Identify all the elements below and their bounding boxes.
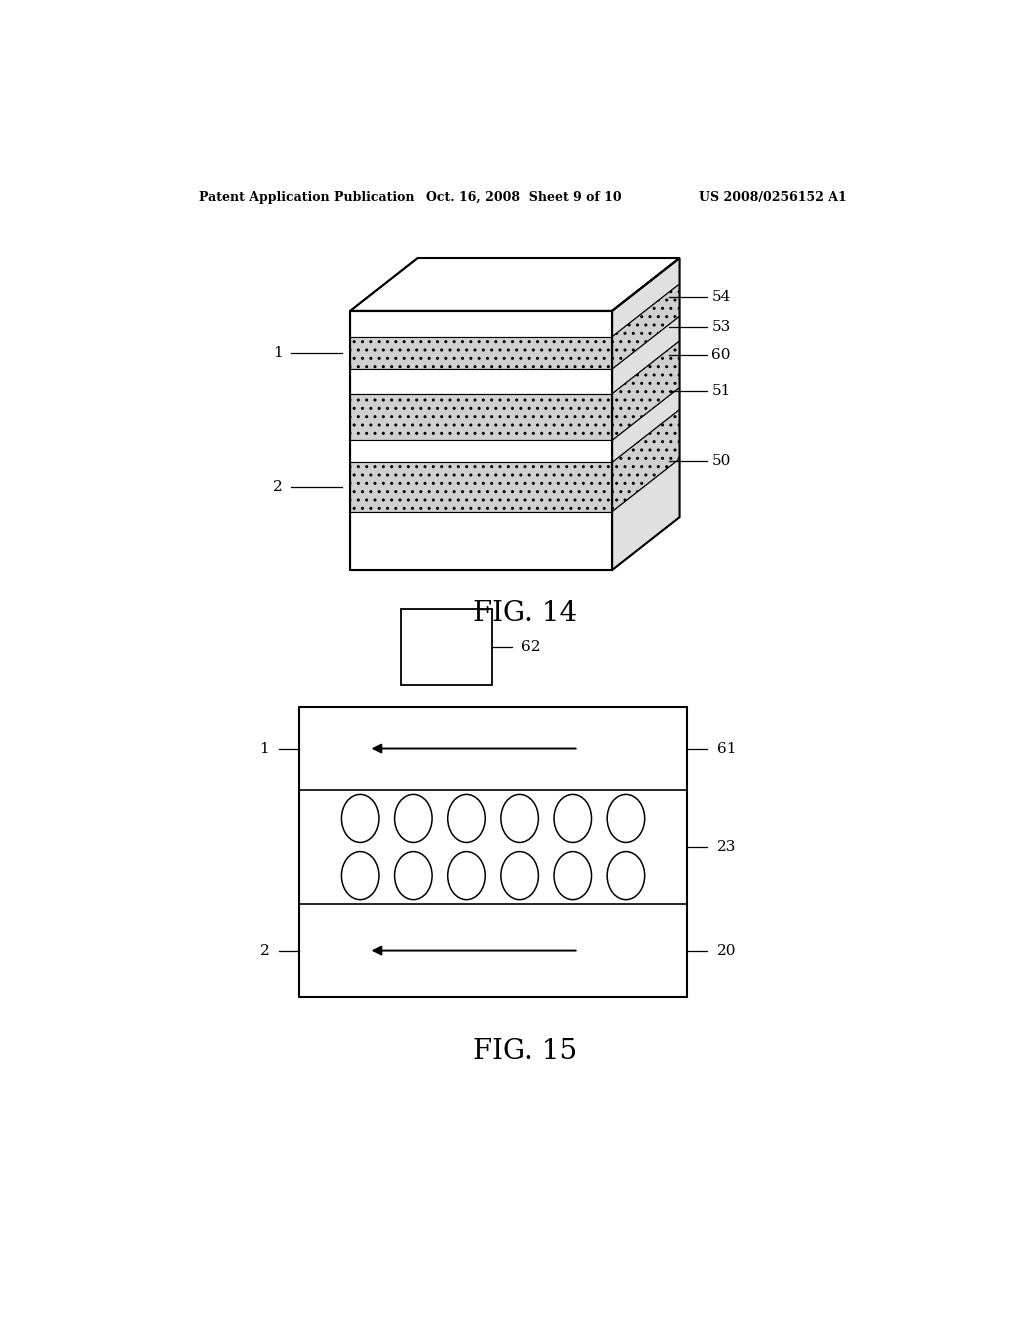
Bar xyxy=(299,708,687,997)
Circle shape xyxy=(554,795,592,842)
Text: FIG. 14: FIG. 14 xyxy=(473,599,577,627)
Text: 51: 51 xyxy=(712,384,731,397)
Polygon shape xyxy=(350,462,612,512)
Circle shape xyxy=(394,851,432,900)
Text: 60: 60 xyxy=(712,348,731,362)
Polygon shape xyxy=(350,257,680,312)
Bar xyxy=(400,609,492,685)
Circle shape xyxy=(554,851,592,900)
Text: 2: 2 xyxy=(259,944,269,957)
Polygon shape xyxy=(350,512,612,570)
Text: 1: 1 xyxy=(273,346,283,360)
Text: FIG. 15: FIG. 15 xyxy=(473,1038,577,1065)
Polygon shape xyxy=(612,409,680,512)
Circle shape xyxy=(607,795,645,842)
Text: 23: 23 xyxy=(717,840,736,854)
Text: 2: 2 xyxy=(273,480,283,494)
Polygon shape xyxy=(350,393,612,441)
Polygon shape xyxy=(350,337,612,370)
Circle shape xyxy=(607,851,645,900)
Text: Patent Application Publication: Patent Application Publication xyxy=(200,191,415,203)
Text: 1: 1 xyxy=(259,742,269,755)
Circle shape xyxy=(394,795,432,842)
Circle shape xyxy=(341,851,379,900)
Polygon shape xyxy=(612,388,680,462)
Polygon shape xyxy=(612,317,680,393)
Text: Oct. 16, 2008  Sheet 9 of 10: Oct. 16, 2008 Sheet 9 of 10 xyxy=(426,191,622,203)
Text: 50: 50 xyxy=(712,454,731,467)
Circle shape xyxy=(501,795,539,842)
Polygon shape xyxy=(612,284,680,370)
Polygon shape xyxy=(350,441,612,462)
Circle shape xyxy=(341,795,379,842)
Text: US 2008/0256152 A1: US 2008/0256152 A1 xyxy=(699,191,847,203)
Circle shape xyxy=(447,795,485,842)
Text: 61: 61 xyxy=(717,742,736,755)
Polygon shape xyxy=(612,341,680,441)
Polygon shape xyxy=(612,459,680,570)
Polygon shape xyxy=(612,257,680,337)
Text: 62: 62 xyxy=(521,640,541,653)
Circle shape xyxy=(447,851,485,900)
Polygon shape xyxy=(350,370,612,393)
Polygon shape xyxy=(350,312,612,337)
Circle shape xyxy=(501,851,539,900)
Text: 54: 54 xyxy=(712,290,731,305)
Text: 20: 20 xyxy=(717,944,736,957)
Text: 53: 53 xyxy=(712,319,730,334)
